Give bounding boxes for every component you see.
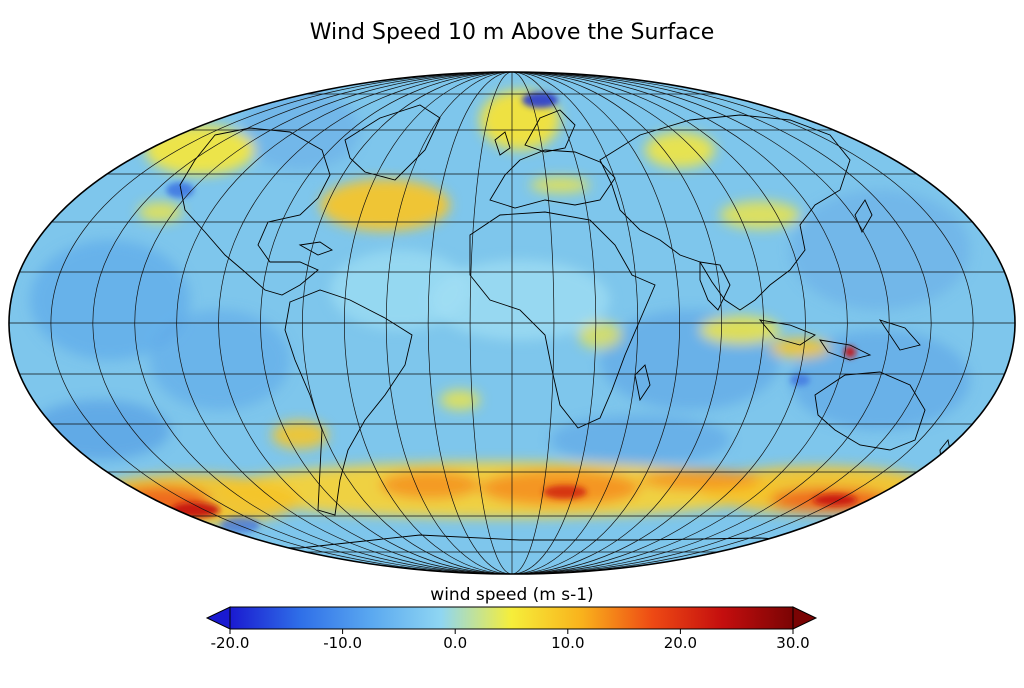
colorbar-tick-label: 20.0	[664, 634, 697, 652]
colorbar-extend-low	[205, 606, 231, 630]
colorbar-label: wind speed (m s-1)	[430, 585, 594, 605]
map-field	[9, 72, 1015, 574]
colorbar-extend-high	[792, 606, 818, 630]
meridian-line	[176, 72, 848, 574]
colorbar-tick-label: 0.0	[443, 634, 467, 652]
meridian-line	[218, 72, 806, 574]
map-border	[8, 71, 1016, 575]
meridian-line	[427, 72, 597, 574]
coastlines	[139, 104, 953, 549]
meridian-line	[92, 72, 932, 574]
colorbar: -20.0 -10.0 0.0 10.0 20.0 30.0	[205, 606, 818, 652]
colorbar-tick-label: 10.0	[551, 634, 584, 652]
world-map	[8, 71, 1016, 575]
map-title: Wind Speed 10 m Above the Surface	[309, 20, 715, 45]
meridian-line	[260, 72, 764, 574]
colorbar-ticks: -20.0 -10.0 0.0 10.0 20.0 30.0	[211, 629, 810, 652]
meridian-line	[134, 72, 890, 574]
colorbar-gradient	[229, 606, 794, 630]
graticule-meridians	[50, 72, 974, 574]
wind-field-cores	[166, 92, 857, 533]
meridian-line	[343, 72, 681, 574]
colorbar-tick-label: 30.0	[776, 634, 809, 652]
meridian-line	[50, 72, 974, 574]
meridian-line	[302, 72, 722, 574]
meridian-line	[469, 72, 555, 574]
colorbar-tick-label: -10.0	[323, 634, 362, 652]
meridian-line	[385, 72, 639, 574]
colorbar-tick-label: -20.0	[211, 634, 250, 652]
